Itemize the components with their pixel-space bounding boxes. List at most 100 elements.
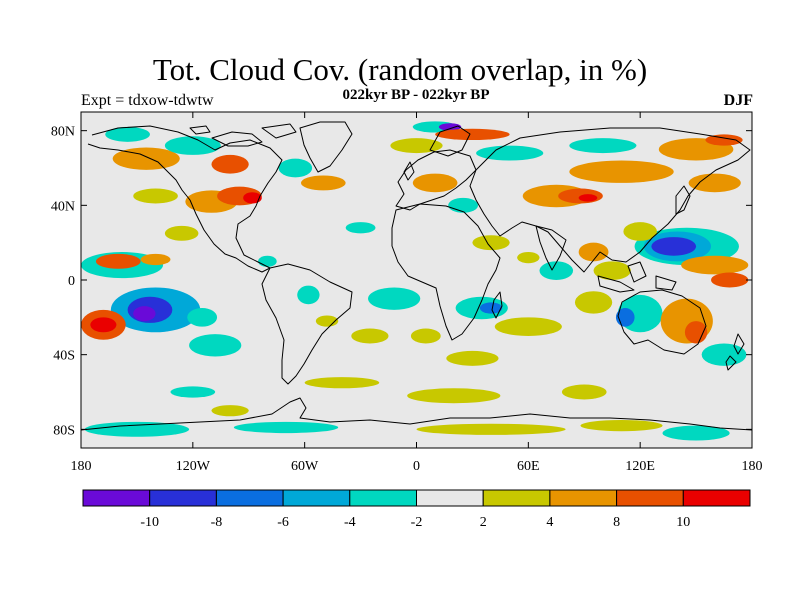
anomaly-region bbox=[448, 197, 479, 213]
anomaly-region bbox=[472, 235, 510, 251]
lat-tick-label: 80N bbox=[51, 125, 75, 140]
antarctica-coast bbox=[81, 397, 752, 431]
colorbar-bin bbox=[416, 489, 484, 507]
anomaly-region bbox=[233, 421, 339, 434]
anomaly-region bbox=[304, 377, 380, 389]
anomaly-region bbox=[211, 154, 249, 174]
anomaly-region bbox=[164, 136, 221, 155]
anomaly-region bbox=[517, 252, 540, 264]
madagascar-coast bbox=[491, 291, 503, 319]
japan-coast bbox=[675, 185, 691, 215]
colorbar-bin bbox=[82, 489, 151, 507]
anomaly-region bbox=[681, 255, 749, 275]
colorbar-label: 2 bbox=[480, 515, 487, 530]
lon-tick-label: 60E bbox=[517, 459, 540, 474]
australia-coast bbox=[617, 289, 707, 355]
south-america-coast bbox=[261, 263, 353, 385]
anomaly-region bbox=[662, 425, 730, 441]
anomaly-region bbox=[133, 188, 178, 204]
colorbar-label: -10 bbox=[140, 515, 159, 530]
north-america-coast bbox=[87, 125, 283, 273]
colorbar-label: -4 bbox=[344, 515, 356, 530]
anomaly-region bbox=[651, 237, 697, 256]
anomaly-region bbox=[278, 158, 313, 178]
lon-tick-label: 120E bbox=[625, 459, 655, 474]
anomaly-region bbox=[569, 160, 674, 183]
colorbar-bin bbox=[682, 489, 751, 507]
anomaly-region bbox=[701, 343, 747, 366]
anomaly-region bbox=[189, 334, 242, 357]
colorbar-bin bbox=[349, 489, 417, 507]
colorbar-label: -2 bbox=[411, 515, 423, 530]
anomaly-region bbox=[688, 173, 741, 193]
anomaly-region bbox=[105, 126, 150, 142]
lat-tick-label: 80S bbox=[53, 423, 75, 438]
anomaly-region bbox=[539, 261, 574, 280]
colorbar-label: 4 bbox=[546, 515, 553, 530]
anomaly-region bbox=[84, 421, 190, 437]
anomaly-region bbox=[578, 242, 609, 262]
anomaly-region bbox=[623, 222, 657, 241]
anomaly-region bbox=[705, 134, 743, 146]
experiment-label: Expt = tdxow-tdwtw bbox=[81, 92, 214, 109]
colorbar-label: 10 bbox=[676, 515, 690, 530]
anomaly-region bbox=[390, 138, 443, 154]
anomaly-region bbox=[133, 306, 156, 322]
colorbar-bin bbox=[549, 489, 618, 507]
anomaly-region bbox=[410, 328, 441, 344]
africa-coast bbox=[391, 203, 501, 341]
anomaly-region bbox=[561, 384, 607, 400]
anomaly-region bbox=[438, 123, 462, 131]
colorbar-bin bbox=[215, 489, 284, 507]
anomaly-region bbox=[211, 405, 249, 417]
arctic-islands-coast bbox=[189, 123, 297, 147]
anomaly-region bbox=[684, 321, 708, 344]
anomaly-region bbox=[574, 291, 613, 314]
anomaly-region bbox=[112, 147, 180, 170]
new-zealand-coast bbox=[725, 333, 745, 371]
anomaly-region bbox=[300, 175, 346, 191]
europe-coast bbox=[395, 149, 477, 211]
anomaly-region bbox=[593, 261, 631, 280]
anomaly-region bbox=[164, 225, 199, 241]
anomaly-region bbox=[187, 308, 218, 327]
anomaly-region bbox=[569, 138, 637, 154]
lon-tick-label: 0 bbox=[413, 459, 420, 474]
anomaly-region bbox=[368, 287, 421, 310]
anomaly-region bbox=[710, 272, 749, 288]
anomaly-region bbox=[416, 423, 566, 435]
anomaly-region bbox=[412, 173, 458, 193]
anomaly-region bbox=[407, 388, 501, 404]
season-label: DJF bbox=[723, 92, 753, 109]
anomaly-region bbox=[90, 317, 117, 333]
anomaly-region bbox=[479, 302, 503, 314]
lat-tick-label: 0 bbox=[68, 274, 75, 289]
lon-tick-label: 180 bbox=[742, 459, 763, 474]
anomaly-region bbox=[494, 317, 562, 336]
india-coast bbox=[535, 225, 567, 271]
anomaly-region bbox=[580, 420, 663, 432]
anomaly-field bbox=[81, 121, 749, 441]
asia-coast bbox=[469, 127, 751, 273]
anomaly-region bbox=[578, 194, 598, 202]
colorbar: -10 -8 -6 -4 -2 2 4 8 10 bbox=[82, 489, 751, 530]
chart-title: Tot. Cloud Cov. (random overlap, in %) bbox=[152, 52, 648, 87]
anomaly-region bbox=[345, 222, 376, 234]
lon-tick-label: 180 bbox=[71, 459, 92, 474]
lat-tick-label: 40S bbox=[53, 349, 75, 364]
coastlines bbox=[81, 121, 752, 431]
colorbar-label: 8 bbox=[613, 515, 620, 530]
chart-subtitle: 022kyr BP - 022kyr BP bbox=[342, 87, 490, 103]
anomaly-region bbox=[95, 253, 141, 269]
colorbar-bin bbox=[482, 489, 551, 507]
greenland-coast bbox=[299, 121, 353, 173]
lon-tick-label: 60W bbox=[291, 459, 319, 474]
anomaly-region bbox=[258, 255, 277, 267]
indonesia-coast bbox=[597, 261, 677, 293]
anomaly-region bbox=[297, 285, 320, 305]
colorbar-label: -8 bbox=[211, 515, 223, 530]
colorbar-bin bbox=[282, 489, 351, 507]
anomaly-region bbox=[435, 128, 510, 140]
longitude-axis: 180 120W 60W 0 60E 120E 180 bbox=[71, 112, 763, 474]
